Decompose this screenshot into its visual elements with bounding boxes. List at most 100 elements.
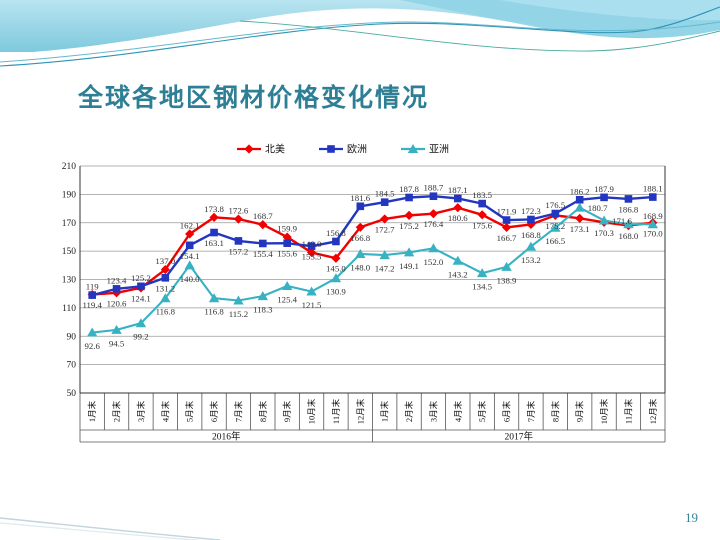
svg-text:4月末: 4月末 — [453, 400, 463, 422]
svg-text:171.6: 171.6 — [612, 216, 632, 226]
svg-text:153.2: 153.2 — [521, 255, 541, 265]
svg-text:138.9: 138.9 — [497, 275, 517, 285]
svg-text:180.7: 180.7 — [588, 203, 608, 213]
svg-text:186.2: 186.2 — [570, 186, 590, 196]
svg-text:140.0: 140.0 — [180, 274, 200, 284]
svg-text:5月末: 5月末 — [185, 400, 195, 422]
svg-text:119.4: 119.4 — [82, 300, 102, 310]
series-labels-欧洲: 119 123.4 125.2 131.2 154.1 163.1 157.2 155.4 15… — [86, 183, 663, 294]
slide-title: 全球各地区钢材价格变化情况 — [78, 85, 430, 112]
svg-text:153.5: 153.5 — [302, 252, 322, 262]
svg-text:176.4: 176.4 — [424, 219, 444, 229]
svg-text:亚洲: 亚洲 — [429, 144, 449, 156]
svg-text:6月末: 6月末 — [502, 400, 512, 422]
svg-text:190: 190 — [62, 190, 77, 200]
svg-text:170: 170 — [62, 219, 77, 229]
svg-text:9月末: 9月末 — [282, 400, 292, 422]
svg-text:149.1: 149.1 — [399, 261, 419, 271]
svg-text:168.8: 168.8 — [521, 230, 541, 240]
svg-text:1月末: 1月末 — [87, 400, 97, 422]
svg-text:欧洲: 欧洲 — [347, 144, 367, 156]
svg-text:5月末: 5月末 — [477, 400, 487, 422]
svg-text:152.0: 152.0 — [424, 257, 444, 267]
svg-text:188.7: 188.7 — [424, 183, 444, 193]
svg-text:3月末: 3月末 — [428, 400, 438, 422]
svg-text:170.0: 170.0 — [643, 228, 663, 238]
svg-text:175.2: 175.2 — [545, 221, 565, 231]
svg-text:157.2: 157.2 — [229, 246, 249, 256]
svg-text:162.1: 162.1 — [180, 220, 200, 230]
svg-text:118.3: 118.3 — [253, 305, 273, 315]
svg-text:143.2: 143.2 — [448, 269, 468, 279]
svg-text:10月末: 10月末 — [599, 398, 609, 424]
svg-text:115.2: 115.2 — [229, 309, 248, 319]
svg-text:11月末: 11月末 — [331, 398, 341, 424]
svg-text:121.5: 121.5 — [302, 300, 322, 310]
legend: 北美 欧洲 亚洲 — [237, 143, 449, 156]
gridlines: 50 70 90 110 130 150 170 190 210 — [62, 162, 665, 399]
svg-text:156.8: 156.8 — [326, 228, 346, 238]
svg-text:7月末: 7月末 — [526, 400, 536, 422]
svg-text:125.2: 125.2 — [131, 273, 151, 283]
svg-text:8月末: 8月末 — [550, 400, 560, 422]
svg-text:124.1: 124.1 — [131, 293, 151, 303]
svg-text:137.0: 137.0 — [155, 256, 175, 266]
svg-text:50: 50 — [67, 389, 77, 399]
series-欧洲 — [88, 192, 657, 299]
svg-text:131.2: 131.2 — [155, 283, 175, 293]
svg-text:181.6: 181.6 — [350, 193, 370, 203]
svg-text:9月末: 9月末 — [575, 400, 585, 422]
svg-text:2016年: 2016年 — [212, 431, 241, 443]
svg-text:172.7: 172.7 — [375, 224, 395, 234]
svg-text:12月末: 12月末 — [355, 398, 365, 424]
svg-text:116.8: 116.8 — [204, 307, 224, 317]
svg-text:2月末: 2月末 — [404, 400, 414, 422]
svg-text:186.8: 186.8 — [619, 204, 639, 214]
svg-text:150: 150 — [62, 247, 77, 257]
svg-text:176.5: 176.5 — [545, 200, 565, 210]
svg-text:6月末: 6月末 — [209, 400, 219, 422]
svg-text:173.1: 173.1 — [570, 224, 590, 234]
svg-text:147.2: 147.2 — [375, 264, 395, 274]
svg-text:70: 70 — [67, 361, 77, 371]
svg-text:184.5: 184.5 — [375, 189, 395, 199]
svg-text:8月末: 8月末 — [258, 400, 268, 422]
series-亚洲 — [86, 202, 659, 337]
svg-text:7月末: 7月末 — [233, 400, 243, 422]
svg-text:180.6: 180.6 — [448, 213, 468, 223]
svg-text:99.2: 99.2 — [133, 332, 148, 342]
svg-text:134.5: 134.5 — [472, 282, 492, 292]
chart-canvas: 50 70 90 110 130 150 170 190 210 1月末 2月末 3月末 4月末 5月末 6… — [62, 143, 666, 443]
series-labels-亚洲: 92.6 94.5 99.2 116.8 140.0 116.8 115.2 118.3 125… — [84, 203, 663, 351]
svg-text:187.1: 187.1 — [448, 185, 468, 195]
series-labels-北美: 119.4 120.6 124.1 137.0 162.1 173.8 172.6 168.7… — [82, 204, 663, 310]
svg-text:173.8: 173.8 — [204, 204, 224, 214]
svg-text:166.7: 166.7 — [497, 233, 517, 243]
svg-text:168.0: 168.0 — [619, 231, 639, 241]
svg-text:168.9: 168.9 — [643, 211, 663, 221]
svg-text:110: 110 — [62, 304, 76, 314]
svg-text:175.6: 175.6 — [472, 220, 492, 230]
svg-text:155.6: 155.6 — [277, 249, 297, 259]
svg-text:3月末: 3月末 — [136, 400, 146, 422]
svg-text:1月末: 1月末 — [380, 400, 390, 422]
svg-text:168.7: 168.7 — [253, 211, 273, 221]
page-number: 19 — [685, 510, 698, 525]
svg-text:188.1: 188.1 — [643, 184, 663, 194]
svg-text:171.9: 171.9 — [497, 207, 517, 217]
svg-text:119: 119 — [86, 282, 99, 292]
svg-text:94.5: 94.5 — [109, 338, 125, 348]
svg-text:125.4: 125.4 — [277, 295, 297, 305]
svg-text:155.4: 155.4 — [253, 249, 273, 259]
svg-text:187.9: 187.9 — [594, 184, 614, 194]
svg-text:2月末: 2月末 — [112, 400, 122, 422]
svg-text:123.4: 123.4 — [107, 275, 127, 285]
svg-text:90: 90 — [67, 332, 77, 342]
svg-text:10月末: 10月末 — [307, 398, 317, 424]
svg-text:116.8: 116.8 — [156, 307, 176, 317]
svg-text:187.8: 187.8 — [399, 184, 419, 194]
svg-text:163.1: 163.1 — [204, 238, 224, 248]
svg-text:175.2: 175.2 — [399, 221, 419, 231]
svg-text:92.6: 92.6 — [84, 341, 100, 351]
